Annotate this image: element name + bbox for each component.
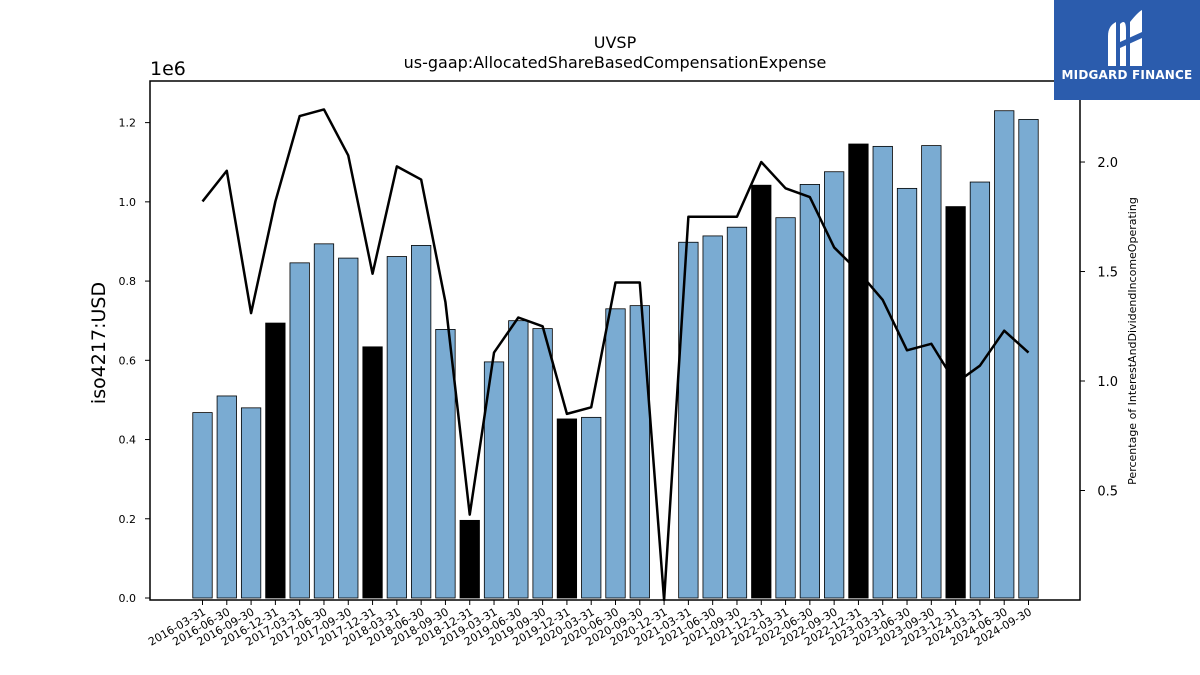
line-path <box>201 108 1030 602</box>
bar-2022-12-31 <box>848 143 869 599</box>
bar-2019-03-31 <box>483 361 505 599</box>
bar-2018-06-30 <box>411 245 432 599</box>
y2-axis-label: Percentage of InterestAndDividendIncomeO… <box>1126 197 1139 485</box>
bar-2019-09-30 <box>532 328 553 599</box>
y-tick-label: 0.8 <box>119 275 137 288</box>
bar-2021-09-30 <box>726 226 748 599</box>
bar-2019-12-31 <box>556 418 578 599</box>
bar-2020-06-30 <box>605 308 626 599</box>
bar-2018-12-31 <box>459 519 480 599</box>
y-offset-label: 1e6 <box>150 58 186 80</box>
bar-2020-09-30 <box>629 305 650 599</box>
y-tick-label: 0.0 <box>119 592 137 605</box>
bar-2017-06-30 <box>313 243 335 599</box>
y2-tick-label: 1.0 <box>1097 375 1118 390</box>
bar-2018-03-31 <box>386 256 407 599</box>
chart-subtitle: us-gaap:AllocatedShareBasedCompensationE… <box>404 53 827 72</box>
axes: 0.00.20.40.60.81.01.20.51.01.52.02016-03… <box>119 80 1118 649</box>
bar-2018-09-30 <box>435 329 456 599</box>
line-series <box>201 108 1030 602</box>
bar-2022-06-30 <box>799 184 820 599</box>
bar-2020-03-31 <box>581 416 602 599</box>
bar-2022-03-31 <box>775 217 796 599</box>
bar-2024-03-31 <box>969 181 991 599</box>
y-tick-label: 0.2 <box>119 513 137 526</box>
y-tick-label: 1.0 <box>119 196 137 209</box>
bar-2022-09-30 <box>824 171 845 599</box>
bar-2021-03-31 <box>678 241 699 599</box>
bar-2023-03-31 <box>872 145 893 599</box>
midgard-logo-icon <box>1108 10 1142 66</box>
bar-2023-09-30 <box>921 145 942 599</box>
bar-2024-06-30 <box>994 110 1015 599</box>
bar-2021-06-30 <box>702 235 723 599</box>
bar-2017-03-31 <box>289 262 310 599</box>
brand-name: MIDGARD FINANCE <box>1061 68 1193 82</box>
y-tick-label: 1.2 <box>119 117 137 130</box>
y-tick-label: 0.4 <box>119 434 137 447</box>
bar-series <box>192 110 1039 599</box>
y2-tick-label: 1.5 <box>1097 266 1118 281</box>
y2-tick-label: 0.5 <box>1097 485 1118 500</box>
bar-2017-09-30 <box>338 257 359 599</box>
bar-2016-12-31 <box>265 322 286 599</box>
bar-2024-09-30 <box>1018 119 1039 599</box>
chart-title: UVSP <box>594 33 637 52</box>
bar-2023-12-31 <box>945 206 966 599</box>
bar-2021-12-31 <box>751 184 772 599</box>
bar-2016-03-31 <box>192 412 213 599</box>
brand-logo: MIDGARD FINANCE <box>1054 0 1200 100</box>
bar-2017-12-31 <box>362 346 383 599</box>
bar-2023-06-30 <box>896 187 918 599</box>
y2-tick-label: 2.0 <box>1097 156 1118 171</box>
y-axis-label: iso4217:USD <box>88 282 110 404</box>
bar-2016-06-30 <box>216 395 237 599</box>
bar-2016-09-30 <box>240 407 262 599</box>
y-tick-label: 0.6 <box>119 354 137 367</box>
bar-2019-06-30 <box>508 320 529 599</box>
